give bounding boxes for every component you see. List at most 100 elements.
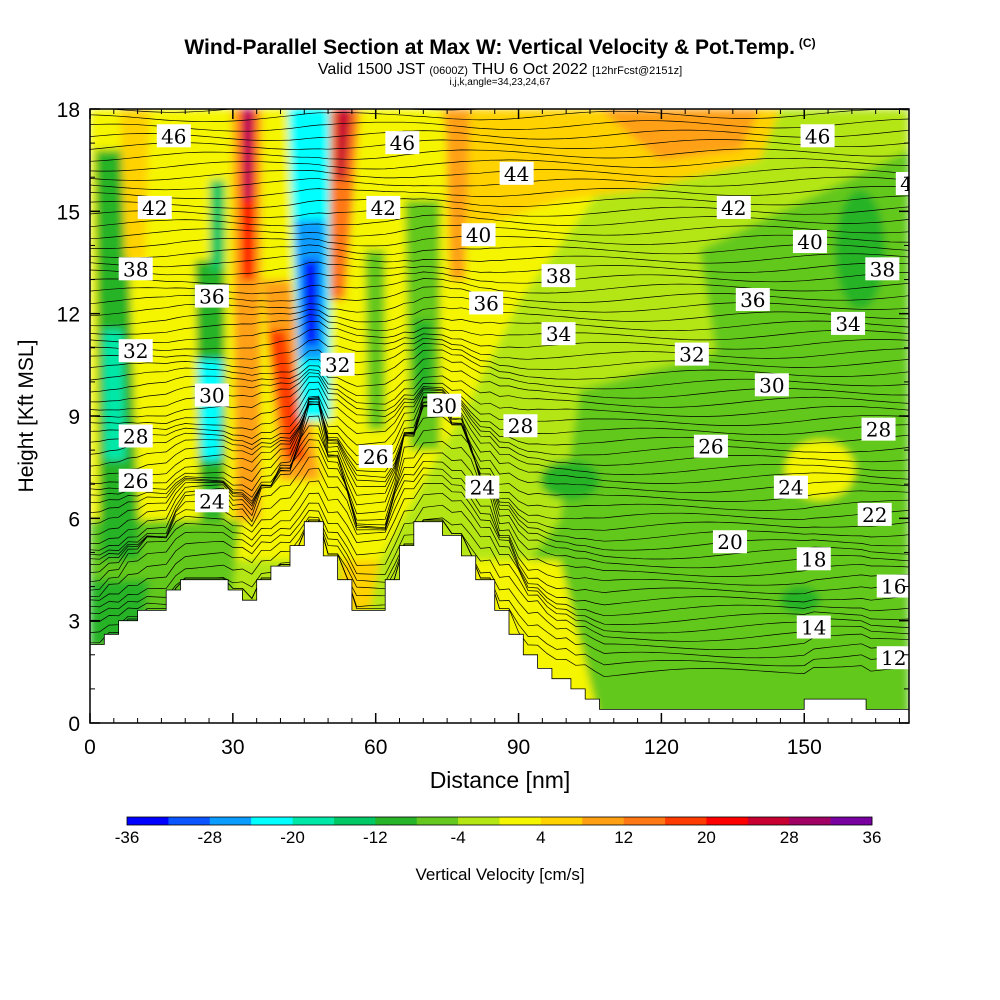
x-tick-label: 90 (507, 736, 530, 759)
colorbar-swatch (706, 817, 749, 825)
colorbar-tick-label: 12 (614, 828, 633, 847)
isentrope-line (90, 224, 909, 240)
isentrope-line (90, 519, 909, 642)
isentrope-line (90, 320, 909, 344)
isentrope-label: 36 (469, 291, 504, 315)
colorbar-swatch (375, 817, 418, 825)
isentrope-line (90, 157, 909, 172)
y-axis-label: Height [Kft MSL] (15, 340, 38, 493)
isentrope-label-text: 20 (717, 530, 742, 554)
isentrope-label-text: 24 (470, 476, 495, 500)
isentrope-label: 28 (503, 414, 538, 438)
x-axis-label: Distance [nm] (430, 767, 571, 793)
x-tick-label: 60 (364, 736, 387, 759)
isentrope-line (90, 397, 909, 502)
isentrope-label: 34 (831, 311, 866, 336)
isentrope-line (90, 406, 909, 531)
y-tick-label: 6 (68, 508, 80, 531)
isentrope-label-text: 24 (199, 489, 224, 513)
isentrope-label: 38 (541, 264, 576, 288)
isentrope-line (90, 387, 909, 436)
x-tick-label: 120 (644, 736, 679, 759)
isentrope-label-text: 44 (900, 172, 925, 196)
isentrope-label-text: 30 (432, 394, 457, 418)
colorbar-frame (126, 816, 873, 826)
colorbar-swatch (416, 817, 459, 825)
isentrope-label: 28 (118, 424, 153, 448)
isentrope-label-text: 40 (797, 230, 822, 254)
isentrope-label: 40 (792, 230, 827, 254)
isentrope-label: 46 (156, 124, 191, 148)
colorbar-tick-label: -36 (115, 828, 140, 847)
isentrope-label: 44 (895, 172, 925, 196)
isentrope-label-text: 38 (870, 257, 895, 281)
isentrope-label-text: 46 (805, 124, 830, 148)
isentrope-label-text: 32 (325, 353, 350, 377)
isentrope-lines (90, 91, 909, 678)
isentrope-label-text: 34 (546, 322, 571, 346)
isentrope-label: 32 (320, 352, 355, 377)
isentrope-label: 38 (865, 257, 900, 281)
isentrope-label: 24 (465, 475, 500, 500)
colorbar-tick-label: 4 (536, 828, 545, 847)
isentrope-label-text: 28 (123, 424, 148, 448)
colorbar-swatch (747, 817, 790, 825)
colorbar-tick-label: -12 (363, 828, 388, 847)
isentrope-label-text: 42 (721, 196, 746, 220)
grid-indices: i,j,k,angle=34,23,24,67 (449, 77, 551, 88)
isentrope-line (90, 343, 909, 370)
isentrope-label: 30 (427, 393, 462, 418)
valid-date: THU 6 Oct 2022 (472, 61, 588, 78)
colorbar-swatch (458, 817, 500, 825)
isentrope-label-text: 26 (363, 445, 388, 469)
isentrope-label-text: 44 (504, 162, 529, 186)
y-tick-label: 18 (57, 99, 80, 122)
isentrope-line (90, 492, 909, 617)
chart-title: Wind-Parallel Section at Max W: Vertical… (0, 36, 1000, 60)
isentrope-line (90, 416, 909, 542)
isentrope-line (90, 167, 909, 181)
isentrope-line (90, 519, 909, 650)
colorbar-tick-label: 20 (697, 828, 716, 847)
colorbar-tick-label: -4 (451, 828, 466, 847)
colorbar-swatch (251, 817, 293, 825)
isentrope-label: 20 (712, 530, 747, 554)
isentrope-label: 30 (754, 373, 789, 397)
isentrope-line (90, 399, 909, 477)
isentrope-labels: 46 46 46 44 44 42 42 42 40 40 38 38 38 36 36 36 34 34 32 32… (118, 124, 925, 670)
isentrope-line (90, 91, 909, 103)
isentrope-label-text: 32 (679, 343, 704, 367)
isentrope-label: 12 (876, 646, 909, 670)
isentrope-label: 26 (358, 444, 393, 469)
isentrope-label: 42 (716, 195, 751, 220)
isentrope-label-text: 28 (508, 414, 533, 438)
isentrope-label-text: 42 (371, 196, 396, 220)
isentrope-line (90, 186, 909, 200)
isentrope-line (90, 176, 909, 191)
isentrope-label-text: 32 (123, 339, 148, 363)
chart-subtitle: Valid 1500 JST (0600Z) THU 6 Oct 2022 [1… (0, 61, 1000, 79)
isentrope-line (90, 428, 909, 551)
isentrope-line (90, 516, 909, 634)
isentrope-label: 42 (137, 195, 172, 220)
isentrope-label: 24 (194, 489, 229, 513)
isentrope-line (90, 397, 909, 520)
isentrope-label: 36 (735, 288, 770, 312)
isentrope-line (90, 389, 909, 446)
isentrope-line (90, 205, 909, 218)
isentrope-line (90, 314, 909, 335)
isentrope-label-text: 40 (466, 223, 491, 247)
isentrope-label: 30 (194, 383, 229, 408)
isentrope-label: 16 (876, 574, 909, 599)
colorbar-swatch (499, 817, 542, 825)
isentrope-label-text: 12 (881, 646, 906, 670)
y-tick-label: 3 (68, 611, 80, 634)
isentrope-label: 18 (796, 547, 831, 571)
isentrope-label-text: 36 (473, 291, 498, 315)
colorbar-tick-label: 36 (863, 828, 882, 847)
isentrope-label-text: 42 (142, 196, 167, 220)
y-tick-label: 9 (68, 406, 80, 429)
colorbar-swatch (292, 817, 335, 825)
isentrope-line (90, 396, 909, 511)
